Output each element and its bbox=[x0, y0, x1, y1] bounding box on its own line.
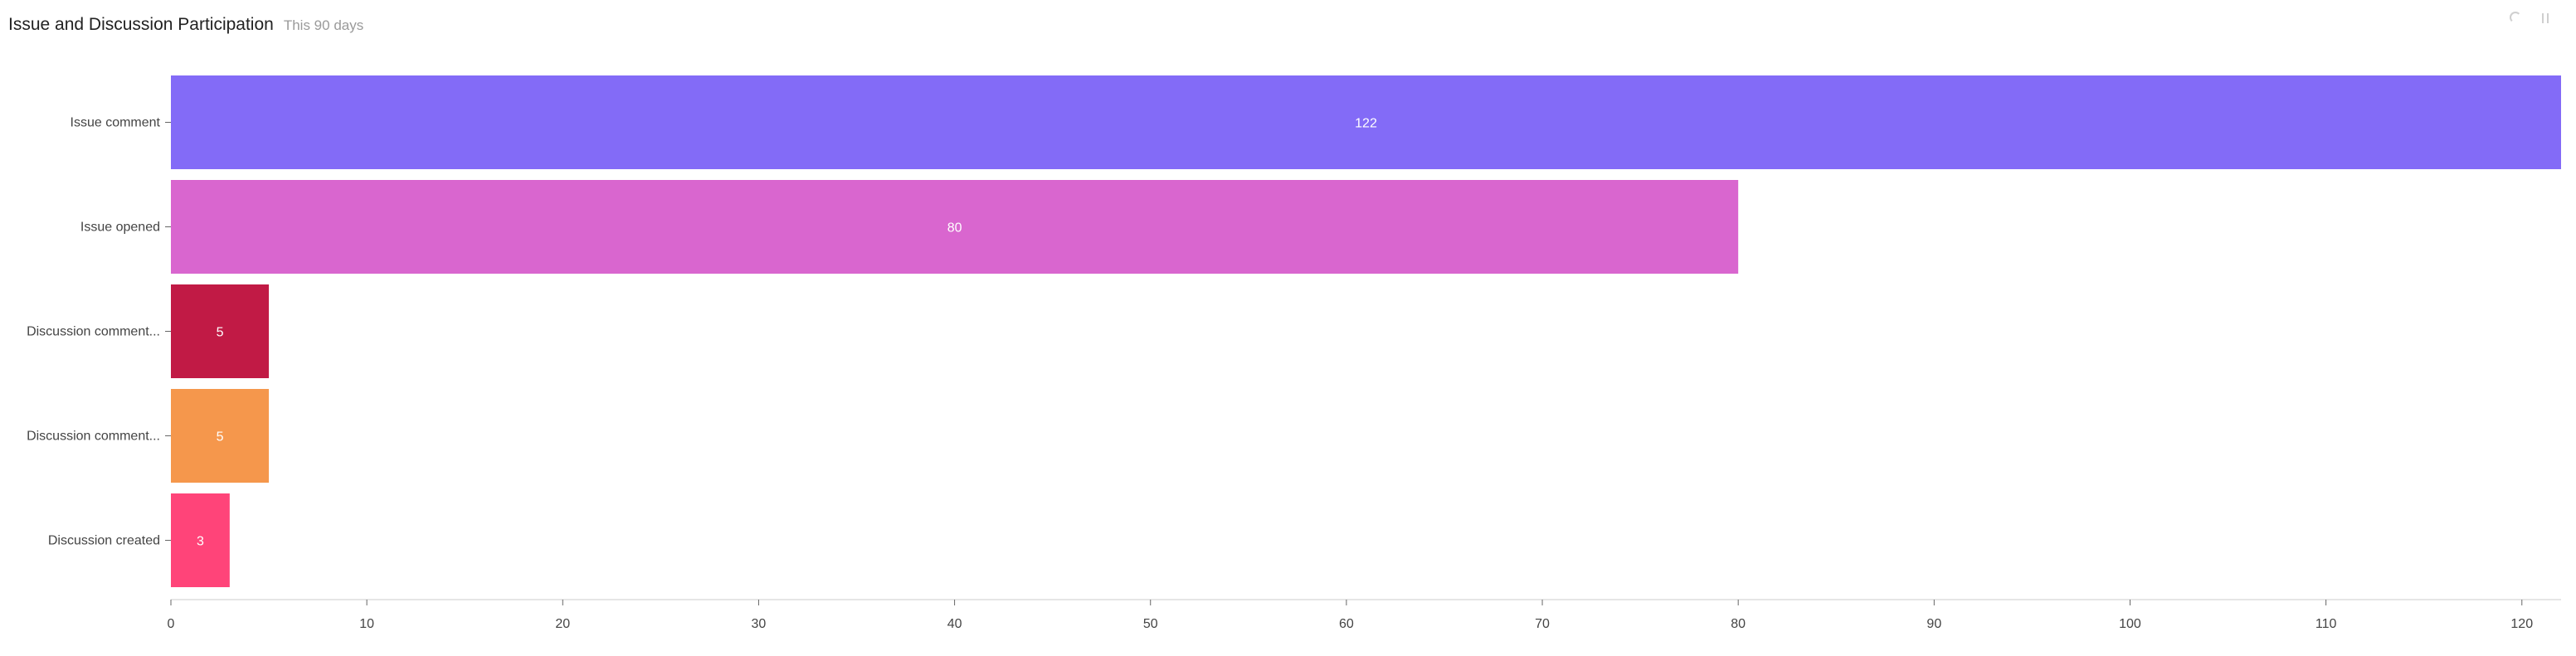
category-label: Issue opened bbox=[80, 221, 160, 235]
category-label: Discussion comment... bbox=[27, 325, 160, 339]
chart-subtitle: This 90 days bbox=[283, 17, 364, 33]
refresh-icon[interactable] bbox=[2510, 12, 2521, 23]
x-tick-label: 60 bbox=[1339, 617, 1354, 631]
chart-header: Issue and Discussion Participation This … bbox=[8, 15, 363, 40]
category-label: Discussion comment... bbox=[27, 430, 160, 444]
data-label: 80 bbox=[947, 221, 962, 236]
x-tick-label: 20 bbox=[555, 617, 570, 631]
data-label: 5 bbox=[217, 326, 224, 340]
category-label: Discussion created bbox=[48, 534, 160, 548]
bar[interactable] bbox=[171, 75, 2561, 169]
x-tick-label: 50 bbox=[1143, 617, 1158, 631]
x-tick-label: 70 bbox=[1535, 617, 1550, 631]
data-label: 122 bbox=[1355, 117, 1377, 131]
bar[interactable] bbox=[171, 389, 270, 483]
bar[interactable] bbox=[171, 493, 230, 587]
data-label: 3 bbox=[197, 535, 204, 549]
more-icon[interactable] bbox=[2539, 12, 2551, 23]
x-tick-label: 100 bbox=[2119, 617, 2141, 631]
data-label: 5 bbox=[217, 430, 224, 445]
x-tick-label: 90 bbox=[1926, 617, 1941, 631]
x-tick-label: 110 bbox=[2315, 617, 2337, 631]
x-tick-label: 30 bbox=[752, 617, 767, 631]
category-label: Issue comment bbox=[71, 116, 161, 130]
x-tick-label: 0 bbox=[168, 617, 175, 631]
x-tick-label: 10 bbox=[359, 617, 374, 631]
x-tick-label: 80 bbox=[1731, 617, 1746, 631]
x-tick-label: 120 bbox=[2510, 617, 2533, 631]
x-tick-label: 40 bbox=[947, 617, 962, 631]
chart-toolbar bbox=[2510, 12, 2551, 23]
chart-title: Issue and Discussion Participation bbox=[8, 15, 274, 34]
bar[interactable] bbox=[171, 284, 270, 378]
bar[interactable] bbox=[171, 180, 1739, 274]
